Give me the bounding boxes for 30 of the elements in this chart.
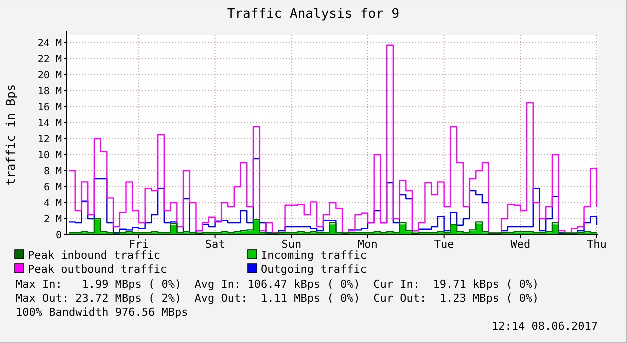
y-tick-label: 24 M <box>38 38 62 50</box>
legend-label: Incoming traffic <box>261 249 367 262</box>
x-tick-label: Sun <box>282 238 302 251</box>
text: 100% Bandwidth 976.56 MBps <box>16 306 188 319</box>
text: Max In: 1.99 MBps ( 0%) Avg In: 106.47 kBps ( 0%) Cur In: 19.71 kBps ( 0%) <box>16 278 540 291</box>
y-tick-label: 12 M <box>38 134 62 146</box>
y-tick-label: 16 M <box>38 102 62 114</box>
legend-label: Peak inbound traffic <box>28 249 160 262</box>
x-tick-label: Sat <box>205 238 226 251</box>
y-tick-label: 20 M <box>38 70 62 82</box>
x-tick-label: Mon <box>358 238 378 251</box>
y-tick-label: 4 M <box>44 198 62 210</box>
legend-label: Peak outbound traffic <box>28 263 168 276</box>
text: Max Out: 23.72 MBps ( 2%) Avg Out: 1.11 MBps ( 0%) Cur Out: 1.23 MBps ( 0%) <box>16 292 540 305</box>
x-tick-label: Tue <box>434 238 454 251</box>
y-tick-label: 18 M <box>38 86 62 98</box>
text: 12:14 08.06.2017 <box>492 320 598 333</box>
legend-label: Outgoing traffic <box>261 263 367 276</box>
y-tick-label: 6 M <box>44 182 62 194</box>
y-tick-label: 14 M <box>38 118 62 130</box>
x-tick-label: Fri <box>129 238 149 251</box>
y-axis-title: traffic in Bps <box>4 84 18 186</box>
x-tick-label: Wed <box>510 238 531 251</box>
y-tick-label: 2 M <box>44 214 62 226</box>
y-tick-label: 0 <box>56 230 62 242</box>
chart-title: Traffic Analysis for 9 <box>227 7 400 22</box>
x-tick-label: Thu <box>587 238 607 251</box>
y-tick-label: 22 M <box>38 54 62 66</box>
y-tick-label: 8 M <box>44 166 62 178</box>
y-tick-label: 10 M <box>38 150 62 162</box>
